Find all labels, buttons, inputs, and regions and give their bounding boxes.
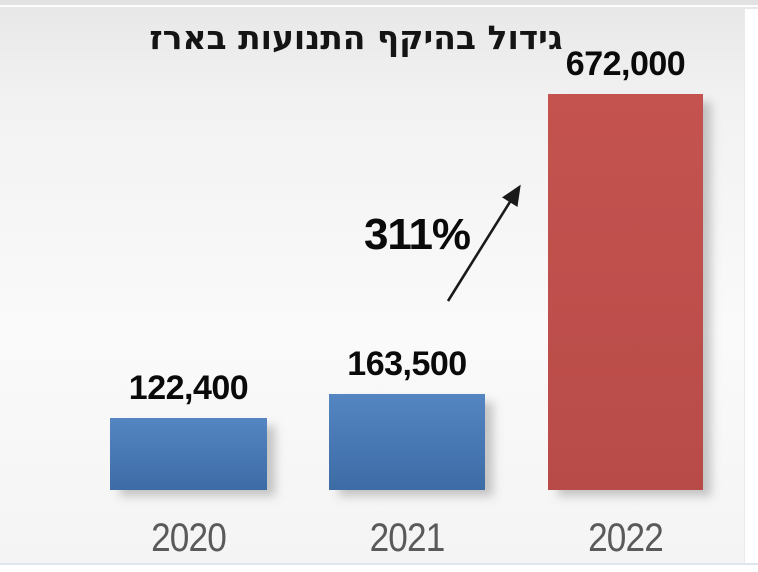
growth-arrow-icon [446,184,521,302]
axis-label-2021: 2021 [369,516,446,560]
bar-2022 [548,94,703,490]
value-label-2021: 163,500 [347,345,467,383]
bar-column-2022: 672,000 [548,45,703,490]
growth-percentage-label: 311% [363,210,471,259]
slide-bottom-edge [0,563,758,572]
slide-right-edge [744,9,758,563]
value-label-2020: 122,400 [128,369,249,407]
bar-2020 [110,418,267,490]
chart-title: גידול בהיקף התנועות בארז [149,18,563,57]
axis-label-2022: 2022 [588,516,664,560]
plot-area: 122,400 163,500 672,000 [110,45,703,490]
bar-column-2021: 163,500 [329,345,485,490]
bar-column-2020: 122,400 [110,369,267,490]
bar-2021 [329,394,485,490]
value-label-2022: 672,000 [565,45,686,83]
axis-label-2020: 2020 [151,516,227,560]
slide-top-edge [0,0,758,7]
